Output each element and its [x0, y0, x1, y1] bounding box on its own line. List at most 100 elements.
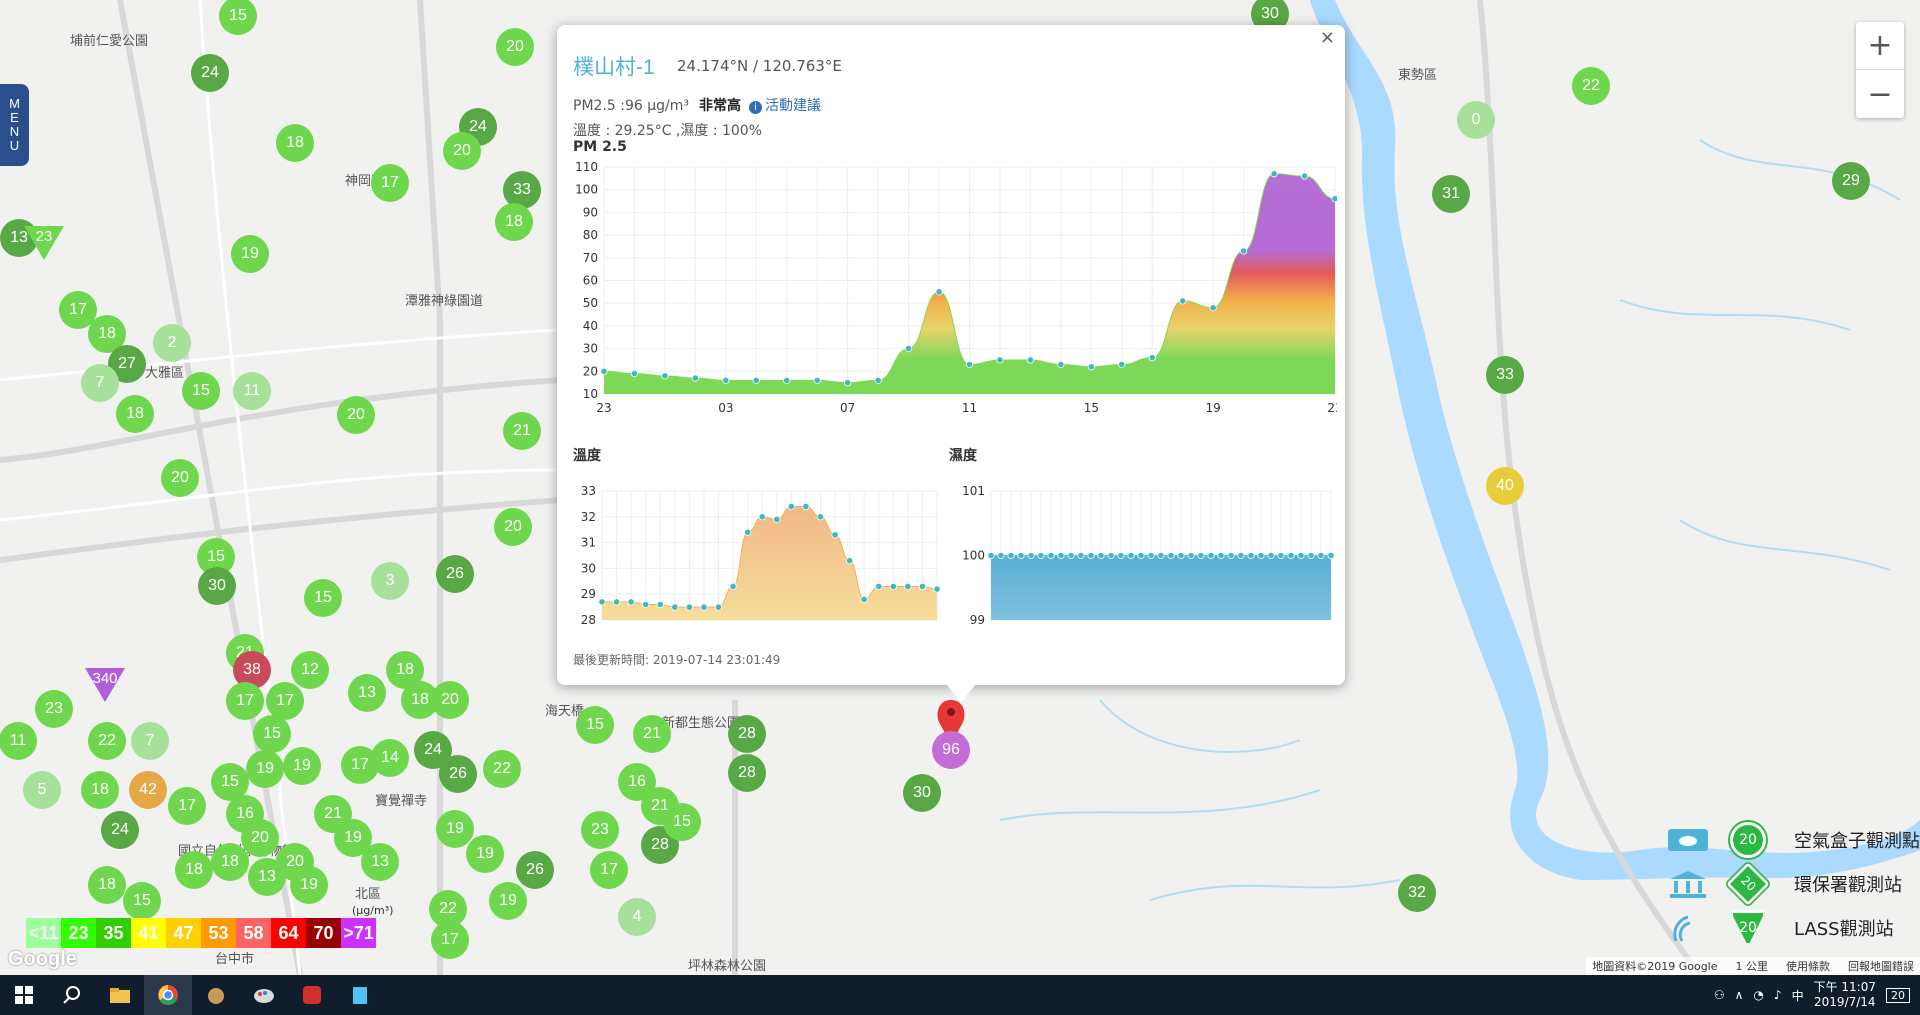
chart-point[interactable]	[773, 515, 781, 523]
popup-close-button[interactable]: ×	[1319, 27, 1335, 48]
airbox-marker[interactable]: 18	[88, 866, 126, 904]
airbox-marker[interactable]: 28	[728, 715, 766, 753]
chart-point[interactable]	[1027, 551, 1035, 560]
chart-point[interactable]	[700, 603, 708, 611]
chart-point[interactable]	[860, 595, 868, 603]
chart-point[interactable]	[729, 582, 737, 591]
lass-marker[interactable]: 23	[24, 226, 64, 260]
chart-point[interactable]	[987, 551, 995, 560]
chrome-icon[interactable]	[144, 975, 192, 1015]
chart-point[interactable]	[1207, 551, 1215, 560]
chart-point[interactable]	[1237, 551, 1245, 560]
airbox-marker[interactable]: 33	[1486, 356, 1524, 394]
airbox-marker[interactable]: 28	[728, 754, 766, 792]
airbox-marker[interactable]: 15	[211, 763, 249, 801]
chart-point[interactable]	[1087, 551, 1095, 560]
airbox-marker[interactable]: 31	[1432, 175, 1470, 213]
clock[interactable]: 下午 11:07 2019/7/14	[1814, 980, 1876, 1010]
chart-point[interactable]	[661, 372, 669, 380]
zoom-out-button[interactable]: −	[1867, 76, 1893, 112]
airbox-marker[interactable]: 24	[191, 54, 229, 92]
chart-point[interactable]	[996, 356, 1004, 364]
station-type-row[interactable]: 20 環保署觀測站	[1660, 862, 1920, 906]
airbox-marker[interactable]: 96	[932, 731, 970, 769]
chart-point[interactable]	[875, 582, 883, 591]
chart-point[interactable]	[722, 376, 730, 384]
chart-point[interactable]	[1187, 551, 1195, 560]
airbox-marker[interactable]: 22	[88, 722, 126, 760]
lass-marker[interactable]: 340	[85, 668, 125, 702]
chart-point[interactable]	[1167, 551, 1175, 560]
airbox-marker[interactable]: 17	[590, 851, 628, 889]
airbox-marker[interactable]: 14	[371, 739, 409, 777]
airbox-marker[interactable]: 15	[253, 715, 291, 753]
airbox-marker[interactable]: 13	[361, 843, 399, 881]
chart-point[interactable]	[816, 513, 825, 521]
chart-point[interactable]	[1227, 551, 1235, 560]
airbox-marker[interactable]: 4	[618, 898, 656, 936]
airbox-marker[interactable]: 11	[233, 372, 271, 410]
airbox-marker[interactable]: 7	[131, 722, 169, 760]
chart-point[interactable]	[642, 600, 650, 609]
app-wps-icon[interactable]	[288, 975, 336, 1015]
chart-point[interactable]	[1179, 297, 1187, 305]
chart-point[interactable]	[1007, 551, 1015, 560]
chart-point[interactable]	[1257, 551, 1265, 560]
chart-point[interactable]	[1270, 170, 1278, 178]
airbox-marker[interactable]: 17	[371, 164, 409, 202]
chart-point[interactable]	[1107, 551, 1115, 560]
chart-point[interactable]	[627, 598, 635, 606]
airbox-marker[interactable]: 12	[291, 651, 329, 689]
search-icon[interactable]	[48, 975, 96, 1015]
airbox-marker[interactable]: 15	[304, 579, 342, 617]
airbox-marker[interactable]: 30	[198, 567, 236, 605]
chart-point[interactable]	[846, 557, 854, 565]
airbox-marker[interactable]: 15	[576, 706, 614, 744]
airbox-marker[interactable]: 20	[443, 132, 481, 170]
network-icon[interactable]: ◔	[1753, 988, 1764, 1002]
chart-point[interactable]	[1047, 551, 1055, 560]
volume-icon[interactable]: ♪	[1773, 988, 1782, 1002]
chart-point[interactable]	[965, 360, 974, 369]
airbox-marker[interactable]: 2	[153, 324, 191, 362]
report-error-link[interactable]: 回報地圖錯誤	[1848, 960, 1914, 973]
airbox-marker[interactable]: 26	[516, 851, 554, 889]
airbox-marker[interactable]: 17	[431, 921, 469, 959]
airbox-marker[interactable]: 18	[276, 124, 314, 162]
chart-point[interactable]	[612, 598, 621, 606]
chart-point[interactable]	[918, 582, 927, 591]
chart-point[interactable]	[752, 376, 760, 384]
chart-point[interactable]	[844, 379, 852, 387]
airbox-marker[interactable]: 19	[231, 235, 269, 273]
chart-point[interactable]	[1177, 551, 1185, 560]
chart-point[interactable]	[1157, 551, 1165, 560]
airbox-marker[interactable]: 20	[337, 396, 375, 434]
chart-point[interactable]	[1307, 551, 1315, 560]
chart-point[interactable]	[813, 376, 821, 384]
airbox-marker[interactable]: 15	[219, 0, 257, 35]
menu-button[interactable]: MENU	[0, 84, 29, 166]
airbox-marker[interactable]: 17	[266, 682, 304, 720]
airbox-marker[interactable]: 20	[241, 819, 279, 857]
chart-point[interactable]	[1147, 551, 1155, 560]
airbox-marker[interactable]: 21	[633, 715, 671, 753]
chart-point[interactable]	[1077, 551, 1085, 560]
airbox-marker[interactable]: 19	[436, 810, 474, 848]
chart-point[interactable]	[1067, 551, 1075, 560]
chart-point[interactable]	[787, 502, 795, 511]
airbox-marker[interactable]: 20	[161, 459, 199, 497]
airbox-marker[interactable]: 15	[663, 803, 701, 841]
airbox-marker[interactable]: 19	[466, 835, 504, 873]
chart-point[interactable]	[1087, 363, 1095, 371]
chart-point[interactable]	[1287, 551, 1295, 560]
chart-point[interactable]	[598, 598, 606, 606]
chart-point[interactable]	[1217, 551, 1225, 560]
chart-point[interactable]	[1097, 551, 1105, 560]
chart-point[interactable]	[904, 582, 912, 591]
chart-point[interactable]	[656, 600, 664, 609]
airbox-marker[interactable]: 15	[182, 372, 220, 410]
chart-point[interactable]	[1197, 551, 1205, 560]
airbox-marker[interactable]: 18	[401, 681, 439, 719]
airbox-marker[interactable]: 18	[386, 651, 424, 689]
station-type-row[interactable]: 20 空氣盒子觀測點	[1660, 818, 1920, 862]
